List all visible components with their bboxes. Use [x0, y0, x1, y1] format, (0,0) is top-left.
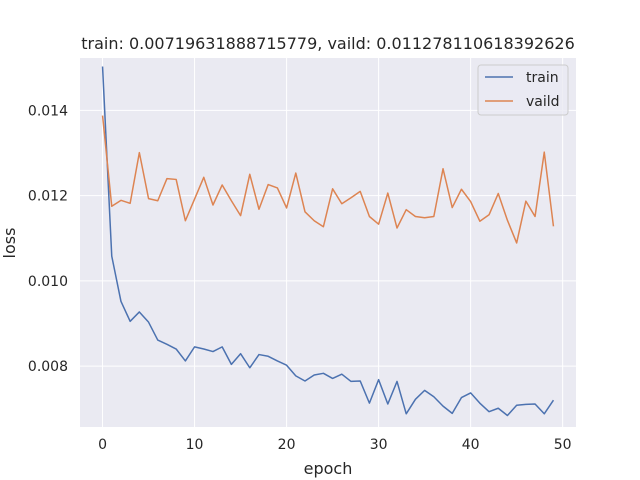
y-tick-label: 0.014 [28, 103, 68, 119]
x-tick-label: 20 [278, 437, 296, 453]
series-line-vaild [101, 115, 555, 244]
x-axis-label: epoch [304, 459, 353, 478]
chart-title: train: 0.00719631888715779, vaild: 0.011… [81, 34, 575, 53]
series-layer [101, 66, 555, 417]
plot-area [80, 58, 576, 427]
x-tick-label: 0 [98, 437, 107, 453]
grid [80, 58, 576, 427]
x-tick-label: 30 [370, 437, 388, 453]
x-tick-label: 10 [186, 437, 204, 453]
series-line-train [101, 66, 555, 417]
legend-label-train: train [526, 70, 559, 86]
legend: train vaild [477, 64, 569, 116]
y-axis-label: loss [0, 228, 19, 259]
y-tick-label: 0.010 [28, 274, 68, 290]
x-tick-label: 40 [462, 437, 480, 453]
x-tick-label: 50 [554, 437, 572, 453]
legend-label-vaild: vaild [526, 94, 560, 110]
y-tick-label: 0.012 [28, 189, 68, 205]
tick-layer: 0 10 20 30 40 50 0.008 0.010 0.012 0.014 [28, 103, 572, 453]
y-tick-label: 0.008 [28, 359, 68, 375]
